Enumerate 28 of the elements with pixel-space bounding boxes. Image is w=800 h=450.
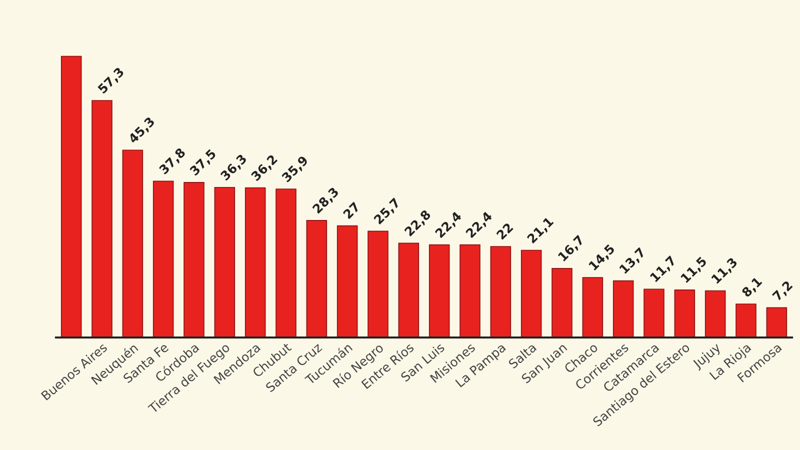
data-label: 7,2 xyxy=(772,280,794,302)
bar xyxy=(276,188,296,338)
bar xyxy=(612,280,634,338)
bar xyxy=(122,150,144,338)
bar xyxy=(766,307,788,338)
bar xyxy=(398,242,420,338)
bar xyxy=(60,56,82,338)
bar xyxy=(336,225,358,338)
bar xyxy=(552,268,572,338)
bar xyxy=(428,244,450,338)
bar xyxy=(306,220,328,338)
bar xyxy=(704,290,726,338)
bar xyxy=(582,277,604,338)
bar xyxy=(490,246,512,338)
bar xyxy=(644,288,664,338)
data-label: 27 xyxy=(342,202,360,220)
bar xyxy=(152,180,174,338)
bar xyxy=(92,100,112,338)
bar xyxy=(460,244,480,338)
data-label: 8,1 xyxy=(741,276,764,299)
bar xyxy=(214,186,236,338)
bar xyxy=(520,250,542,338)
bar xyxy=(184,182,204,338)
data-label: 22 xyxy=(496,222,514,240)
bar xyxy=(674,290,696,338)
bar xyxy=(244,187,266,338)
bar xyxy=(368,230,388,338)
bar xyxy=(736,304,756,338)
